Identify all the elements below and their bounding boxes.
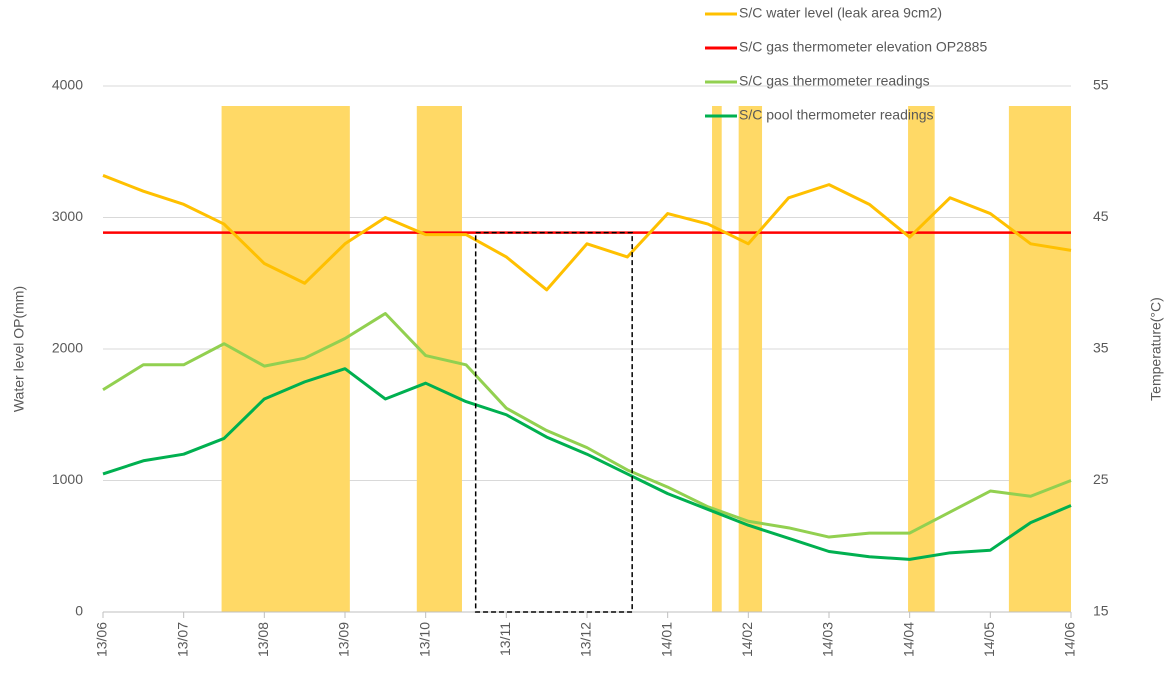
highlight-box (474, 231, 633, 613)
x-tick-label: 14/03 (820, 622, 836, 657)
x-tick-label: 13/06 (94, 622, 110, 657)
x-tick-label: 13/10 (416, 622, 432, 657)
legend-label: S/C pool thermometer readings (739, 107, 934, 123)
legend-label: S/C water level (leak area 9cm2) (739, 5, 942, 21)
y2-axis-label: Temperature(°C) (1148, 297, 1164, 401)
y2-tick-label: 55 (1093, 77, 1109, 93)
shaded-period (712, 106, 722, 613)
x-tick-label: 13/11 (497, 622, 513, 656)
series-line (102, 174, 1072, 292)
y2-tick-label: 45 (1093, 208, 1109, 224)
y-tick-label: 1000 (52, 471, 83, 487)
y-tick-label: 2000 (52, 340, 83, 356)
x-tick-label: 14/04 (900, 622, 916, 657)
y2-tick-label: 15 (1093, 603, 1109, 619)
y-tick-label: 0 (75, 603, 83, 619)
x-tick-label: 14/02 (739, 622, 755, 657)
shaded-period (221, 106, 350, 613)
x-tick-label: 13/09 (336, 622, 352, 657)
legend-label: S/C gas thermometer readings (739, 73, 930, 89)
series-line (102, 367, 1072, 561)
y2-tick-label: 25 (1093, 471, 1109, 487)
x-tick-label: 14/06 (1062, 622, 1078, 657)
y-axis-label: Water level OP(mm) (11, 286, 27, 412)
y2-tick-label: 35 (1093, 340, 1109, 356)
y-tick-label: 3000 (52, 208, 83, 224)
shaded-period (738, 106, 763, 613)
x-tick-label: 14/01 (658, 622, 674, 657)
legend-label: S/C gas thermometer elevation OP2885 (739, 39, 987, 55)
shaded-period (908, 106, 935, 613)
x-tick-label: 13/08 (255, 622, 271, 657)
y-tick-label: 4000 (52, 77, 83, 93)
series-line (102, 311, 1072, 539)
x-tick-label: 14/05 (981, 622, 997, 657)
shaded-period (1008, 106, 1071, 613)
x-tick-label: 13/07 (174, 622, 190, 657)
x-tick-label: 13/12 (578, 622, 594, 657)
